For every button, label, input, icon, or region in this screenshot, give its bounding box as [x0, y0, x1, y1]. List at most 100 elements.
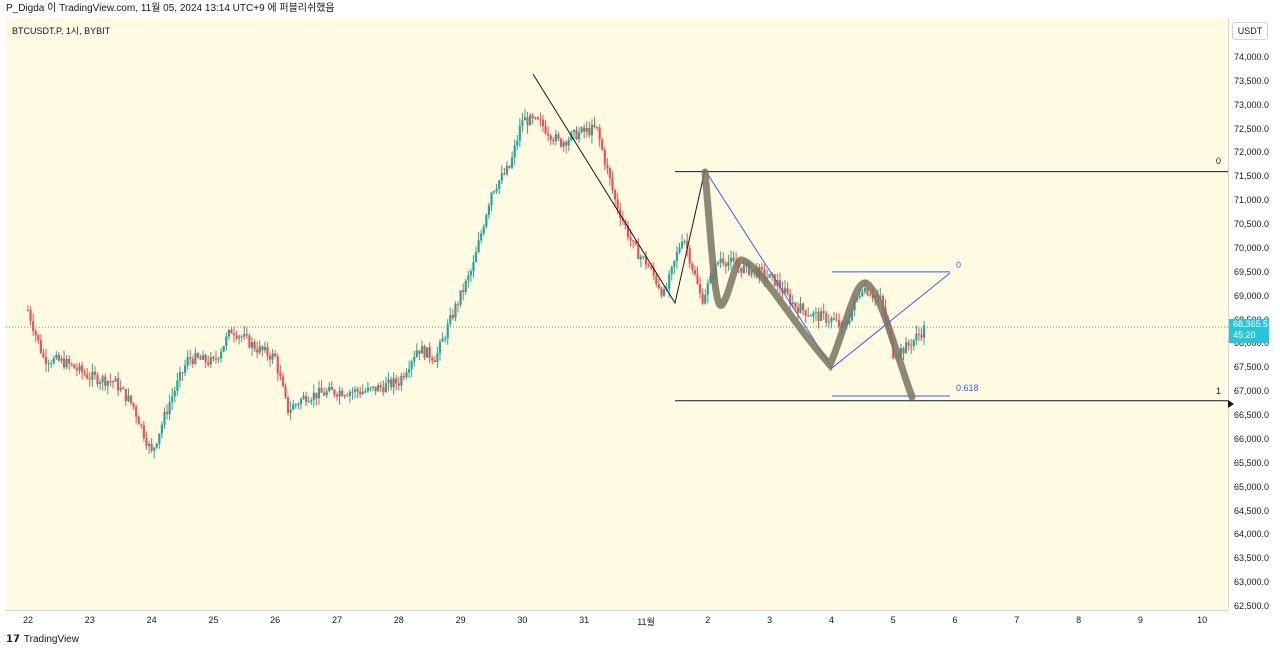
time-tick-label: 30: [517, 615, 528, 625]
candle-body: [271, 353, 274, 360]
candle-body: [214, 358, 218, 360]
candle-body: [830, 318, 833, 322]
candle-body: [881, 296, 884, 308]
candle-body: [276, 356, 279, 373]
candle-body: [670, 266, 673, 275]
candle-body: [480, 233, 483, 241]
candle-body: [230, 329, 233, 334]
candle-body: [498, 180, 501, 189]
candle-body: [140, 424, 143, 426]
price-tick-label: 68,000.0: [1234, 338, 1270, 349]
price-tick-label: 74,000.0: [1234, 52, 1270, 62]
candle-body: [106, 381, 109, 386]
candle-body: [495, 188, 498, 192]
candle-body: [263, 346, 266, 351]
price-axis[interactable]: [1228, 18, 1280, 610]
candle-body: [652, 268, 655, 276]
candle-body: [827, 321, 830, 323]
candle-body: [835, 319, 838, 321]
candle-body: [382, 387, 385, 393]
candle-body: [93, 371, 97, 375]
candle-body: [614, 190, 617, 200]
time-tick-label: 2: [705, 615, 711, 625]
time-tick-label: 11월: [637, 617, 655, 627]
candle-body: [516, 140, 519, 146]
candle-body: [377, 385, 380, 392]
candle-body: [428, 347, 431, 358]
candle-body: [588, 127, 591, 136]
candle-body: [861, 291, 864, 296]
candle-body: [60, 358, 63, 361]
candle-body: [75, 368, 79, 371]
time-tick-label: 7: [1014, 615, 1020, 625]
candle-body: [747, 263, 751, 275]
candle-body: [598, 127, 601, 140]
candle-body: [99, 382, 102, 385]
candle-body: [848, 320, 851, 324]
candle-body: [39, 339, 42, 353]
countdown-value: 45:20: [1233, 330, 1256, 340]
candle-body: [477, 240, 480, 253]
candle-body: [534, 117, 537, 119]
candle-body: [80, 365, 84, 373]
candle-body: [923, 325, 926, 338]
candle-body: [402, 375, 406, 378]
candle-body: [32, 321, 35, 331]
candle-body: [209, 357, 212, 365]
candle-body: [791, 302, 794, 305]
candle-body: [127, 395, 130, 402]
candle-body: [343, 395, 346, 397]
candle-body: [163, 411, 166, 425]
candle-body: [822, 311, 825, 314]
candle-body: [438, 341, 442, 354]
candle-body: [176, 380, 179, 391]
candle-body: [668, 274, 671, 290]
chart-area[interactable]: [6, 18, 1228, 610]
candle-body: [225, 336, 228, 346]
price-tick-label: 73,000.0: [1234, 99, 1270, 110]
price-tick-label: 70,500.0: [1234, 219, 1270, 230]
candle-body: [171, 396, 174, 403]
price-tick-label: 64,000.0: [1234, 529, 1270, 540]
candle-body: [289, 409, 292, 413]
time-axis[interactable]: [6, 610, 1228, 629]
currency-button[interactable]: USDT: [1232, 22, 1268, 40]
candle-body: [52, 357, 55, 364]
candle-body: [583, 127, 586, 132]
time-tick-label: 10: [1197, 615, 1208, 625]
candle-body: [96, 374, 99, 385]
candle-body: [662, 289, 666, 296]
candle-body: [346, 395, 349, 397]
candle-body: [565, 142, 568, 146]
price-tick-label: 62,500.0: [1234, 601, 1270, 611]
time-tick-label: 9: [1137, 615, 1143, 625]
symbol-label[interactable]: BTCUSDT.P, 1시, BYBIT: [12, 26, 111, 36]
candle-body: [868, 294, 872, 296]
candle-body: [446, 324, 449, 339]
candle-body: [511, 157, 514, 168]
price-tick-label: 63,500.0: [1234, 553, 1270, 564]
candle-body: [37, 334, 40, 340]
candle-body: [655, 275, 658, 285]
candle-body: [804, 310, 807, 316]
candle-body: [626, 225, 630, 238]
candle-body: [650, 267, 653, 269]
candle-body: [232, 333, 236, 336]
candle-body: [807, 315, 810, 317]
candle-body: [26, 310, 30, 312]
price-tick-label: 71,000.0: [1234, 195, 1270, 206]
candle-body: [299, 399, 303, 405]
candle-body: [642, 256, 645, 258]
candle-body: [518, 126, 521, 141]
candle-body: [335, 394, 339, 397]
price-tick-label: 73,500.0: [1234, 75, 1270, 86]
candle-body: [194, 353, 197, 364]
candle-body: [42, 352, 45, 358]
candle-body: [253, 341, 256, 350]
candle-body: [389, 379, 393, 388]
candle-body: [333, 389, 336, 395]
candle-body: [691, 263, 694, 271]
tradingview-footer[interactable]: 𝟭𝟳 TradingView: [6, 634, 79, 645]
candle-body: [863, 287, 866, 292]
time-tick-label: 25: [208, 615, 219, 625]
